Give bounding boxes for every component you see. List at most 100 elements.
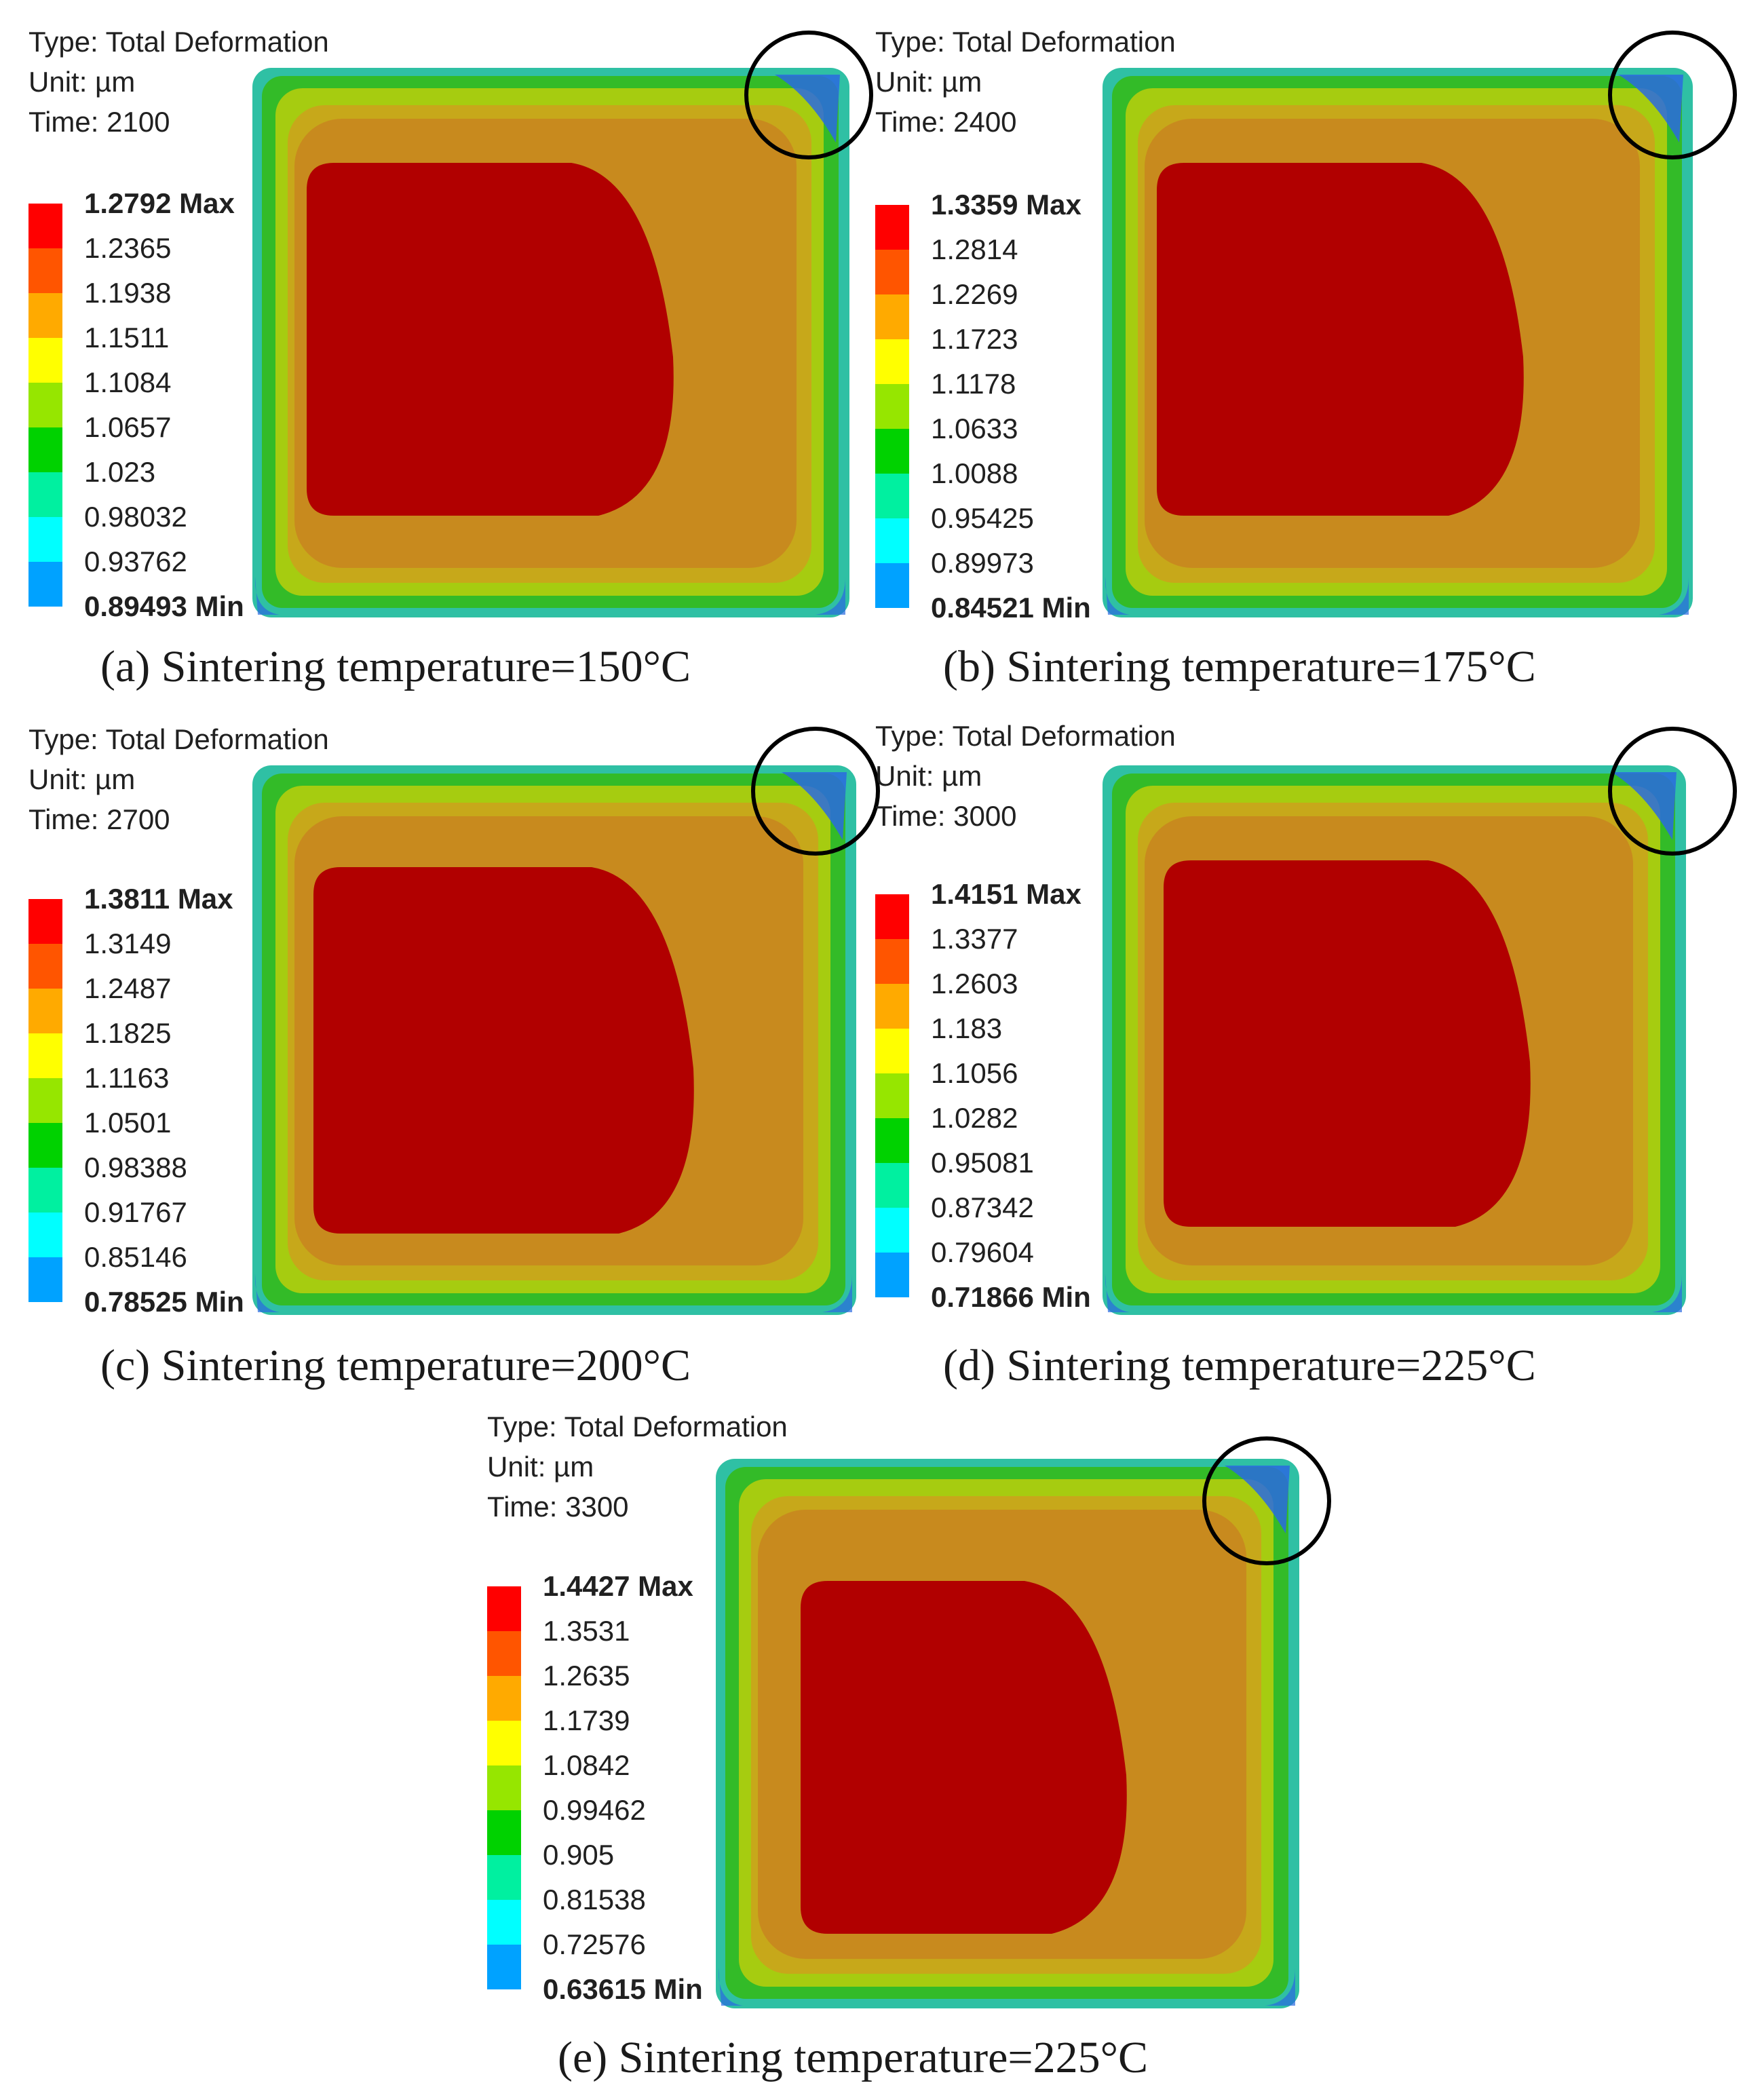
legend-label: 0.84521 Min	[931, 592, 1091, 624]
legend-swatch	[875, 1163, 909, 1208]
legend-label: 0.98388	[84, 1151, 187, 1183]
legend-swatch	[875, 1253, 909, 1297]
legend-swatch	[875, 250, 909, 294]
legend-swatch	[487, 1765, 521, 1810]
legend-label: 1.3149	[84, 928, 172, 959]
unit-label: Unit: µm	[28, 763, 136, 795]
deformation-plot	[716, 1436, 1367, 2022]
contour-min-corner	[1618, 75, 1683, 142]
legend-swatch	[28, 1033, 62, 1078]
legend-label: 1.4151 Max	[931, 878, 1081, 910]
legend-swatch	[28, 427, 62, 472]
legend-label: 0.91767	[84, 1196, 187, 1228]
unit-label: Unit: µm	[875, 66, 982, 98]
legend-swatch	[28, 1257, 62, 1302]
panel-info: Type: Total Deformation Unit: µm Time: 2…	[28, 22, 329, 142]
legend-swatch	[28, 1123, 62, 1168]
legend-label: 0.85146	[84, 1241, 187, 1273]
legend-swatch	[875, 474, 909, 518]
legend-label: 1.3811 Max	[84, 883, 233, 915]
legend-swatch	[28, 248, 62, 293]
legend-label: 1.1723	[931, 323, 1018, 355]
legend-swatch	[487, 1586, 521, 1631]
legend-label: 1.1178	[931, 368, 1016, 400]
legend-label: 1.2635	[543, 1660, 630, 1692]
panel-info: Type: Total Deformation Unit: µm Time: 2…	[875, 22, 1176, 142]
legend-label: 1.0282	[931, 1102, 1018, 1134]
contour-corner-shade	[718, 1968, 743, 2006]
legend-label: 1.2365	[84, 232, 172, 264]
legend-swatch	[28, 293, 62, 338]
unit-label: Unit: µm	[28, 66, 136, 98]
highlight-circle	[1202, 1436, 1331, 1565]
legend-label: 0.81538	[543, 1884, 646, 1915]
time-label: Time: 3300	[487, 1491, 629, 1523]
legend-label: 0.89973	[931, 547, 1034, 579]
legend-label: 1.1938	[84, 277, 172, 309]
legend-swatch	[875, 1208, 909, 1253]
panel-caption: (b) Sintering temperature=175°C	[943, 642, 1536, 691]
legend-label: 0.95081	[931, 1147, 1034, 1179]
legend-label: 1.1825	[84, 1017, 172, 1049]
legend-swatch	[28, 899, 62, 944]
contour-max-region	[1157, 163, 1524, 516]
deformation-plot	[252, 727, 924, 1329]
legend-label: 0.78525 Min	[84, 1286, 244, 1318]
contour-corner-shade	[1265, 1968, 1295, 2006]
legend-swatch	[875, 429, 909, 474]
legend-label: 1.1084	[84, 366, 172, 398]
deformation-contour-svg	[252, 31, 873, 617]
legend-label: 0.905	[543, 1839, 615, 1871]
legend-swatch	[875, 939, 909, 984]
legend-label: 0.98032	[84, 501, 187, 533]
contour-min-corner	[775, 75, 840, 142]
legend-label: 0.72576	[543, 1928, 646, 1960]
legend-swatch	[487, 1945, 521, 1989]
panel-caption: (a) Sintering temperature=150°C	[100, 642, 691, 691]
legend-label: 1.0633	[931, 413, 1018, 444]
legend-swatch	[875, 518, 909, 563]
time-label: Time: 2400	[875, 106, 1017, 138]
contour-max-region	[801, 1581, 1127, 1934]
contour-corner-shade	[822, 1274, 852, 1312]
contour-max-region	[313, 867, 694, 1234]
legend-swatch	[875, 894, 909, 939]
time-label: Time: 3000	[875, 800, 1017, 832]
type-label: Type: Total Deformation	[875, 720, 1176, 752]
legend-swatch	[875, 384, 909, 429]
legend-swatch	[875, 563, 909, 608]
panel-info: Type: Total Deformation Unit: µm Time: 2…	[28, 719, 329, 839]
legend-label: 0.95425	[931, 502, 1034, 534]
time-label: Time: 2700	[28, 803, 170, 835]
legend-label: 1.3377	[931, 923, 1018, 955]
legend-label: 1.1056	[931, 1057, 1018, 1089]
highlight-circle	[1608, 31, 1737, 159]
panel-caption: (c) Sintering temperature=200°C	[100, 1341, 691, 1390]
contour-corner-shade	[816, 577, 845, 615]
legend-label: 0.71866 Min	[931, 1281, 1091, 1313]
legend-label: 1.0501	[84, 1107, 172, 1139]
unit-label: Unit: µm	[875, 760, 982, 792]
highlight-circle	[1608, 727, 1737, 856]
legend-label: 1.1163	[84, 1062, 170, 1094]
legend-swatch	[487, 1721, 521, 1765]
legend-label: 1.023	[84, 456, 156, 488]
unit-label: Unit: µm	[487, 1451, 594, 1483]
legend-label: 0.63615 Min	[543, 1973, 703, 2005]
time-label: Time: 2100	[28, 106, 170, 138]
legend-label: 1.3531	[543, 1615, 630, 1647]
legend-swatch	[28, 1078, 62, 1123]
contour-min-corner	[1225, 1466, 1290, 1533]
legend-swatch	[875, 984, 909, 1029]
highlight-circle	[744, 31, 873, 159]
legend-swatch	[28, 204, 62, 248]
contour-corner-shade	[1659, 577, 1689, 615]
legend-swatch	[875, 339, 909, 384]
legend-label: 1.0842	[543, 1749, 630, 1781]
deformation-contour-svg	[716, 1436, 1331, 2008]
legend-swatch	[28, 1213, 62, 1257]
legend-swatch	[875, 205, 909, 250]
legend-swatch	[487, 1631, 521, 1676]
deformation-plot	[252, 31, 917, 631]
type-label: Type: Total Deformation	[28, 723, 329, 755]
